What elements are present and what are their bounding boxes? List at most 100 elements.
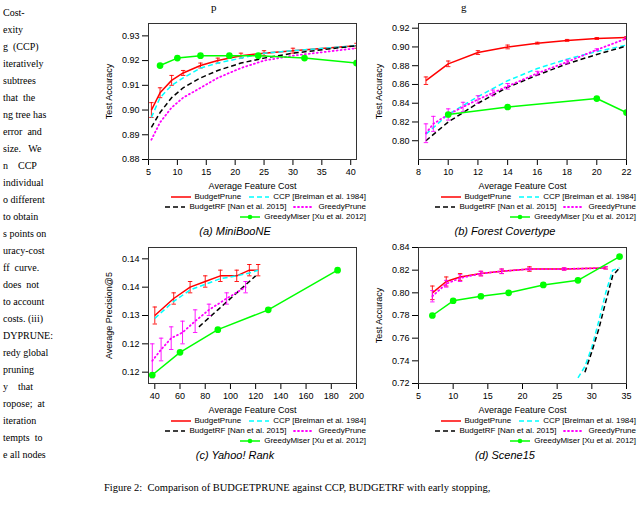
- svg-text:20: 20: [517, 391, 527, 401]
- svg-text:0.12: 0.12: [122, 367, 140, 377]
- svg-text:140: 140: [273, 391, 288, 401]
- svg-text:35: 35: [621, 391, 631, 401]
- svg-text:Average Precision@5: Average Precision@5: [104, 272, 114, 359]
- svg-text:0.88: 0.88: [392, 61, 410, 71]
- svg-text:10: 10: [172, 167, 182, 177]
- svg-text:18: 18: [562, 167, 572, 177]
- svg-text:25: 25: [552, 391, 562, 401]
- svg-text:0.82: 0.82: [392, 117, 410, 127]
- svg-text:12: 12: [473, 167, 483, 177]
- svg-text:0.90: 0.90: [122, 105, 140, 115]
- svg-text:0.80: 0.80: [392, 288, 410, 298]
- svg-text:15: 15: [483, 391, 493, 401]
- html-text:error and: error and: [3, 126, 42, 137]
- html-text:ff curve.: ff curve.: [3, 262, 40, 273]
- html-text:costs. (iii): costs. (iii): [3, 313, 43, 324]
- svg-text:0.91: 0.91: [122, 80, 140, 90]
- svg-text:8: 8: [416, 167, 421, 177]
- html-text:that the: that the: [3, 92, 36, 103]
- svg-text:0.78: 0.78: [392, 310, 410, 320]
- html-text:Figure 2: Comparison of BUDGET: Figure 2: Comparison of BUDGETPRUNE agai…: [104, 482, 491, 493]
- svg-text:0.92: 0.92: [122, 55, 140, 65]
- html-text:size. We: size. We: [3, 143, 42, 154]
- svg-text:0.84: 0.84: [392, 98, 410, 108]
- svg-text:0.88: 0.88: [122, 154, 140, 164]
- svg-text:Average Feature Cost: Average Feature Cost: [209, 405, 297, 415]
- svg-text:15: 15: [201, 167, 211, 177]
- svg-text:30: 30: [587, 391, 597, 401]
- html-text:tempts to: tempts to: [3, 432, 43, 443]
- svg-text:180: 180: [324, 391, 339, 401]
- svg-text:14: 14: [503, 167, 513, 177]
- html-text:redy global: redy global: [3, 347, 49, 358]
- svg-text:5: 5: [146, 167, 151, 177]
- svg-text:10: 10: [448, 391, 458, 401]
- html-text:to obtain: to obtain: [3, 211, 39, 222]
- html-text:(b) Forest Covertype: (b) Forest Covertype: [454, 225, 556, 237]
- svg-text:25: 25: [259, 167, 269, 177]
- svg-text:Test Accuracy: Test Accuracy: [374, 287, 384, 343]
- svg-text:30: 30: [288, 167, 298, 177]
- html-text:(d) Scene15: (d) Scene15: [475, 449, 535, 461]
- html-text:BudgetPrune: BudgetPrune: [194, 192, 242, 201]
- html-text:(a) MiniBooNE: (a) MiniBooNE: [199, 225, 271, 237]
- svg-text:0.92: 0.92: [392, 23, 410, 33]
- svg-text:80: 80: [200, 391, 210, 401]
- svg-text:0.80: 0.80: [392, 136, 410, 146]
- svg-text:0.76: 0.76: [392, 333, 410, 343]
- html-text:DYPRUNE:: DYPRUNE:: [3, 330, 53, 341]
- svg-text:0.93: 0.93: [122, 31, 140, 41]
- html-text:uracy-cost: uracy-cost: [3, 245, 45, 256]
- svg-text:200: 200: [349, 391, 364, 401]
- svg-text:35: 35: [317, 167, 327, 177]
- html-text:to account: to account: [3, 296, 45, 307]
- svg-text:0.89: 0.89: [122, 130, 140, 140]
- svg-text:Average Feature Cost: Average Feature Cost: [479, 181, 567, 191]
- svg-text:40: 40: [150, 391, 160, 401]
- svg-text:0.86: 0.86: [392, 79, 410, 89]
- svg-text:Average Feature Cost: Average Feature Cost: [209, 181, 297, 191]
- svg-text:20: 20: [230, 167, 240, 177]
- svg-text:0.84: 0.84: [392, 242, 410, 252]
- svg-text:0.14: 0.14: [122, 282, 140, 292]
- html-text:individual: individual: [3, 177, 44, 188]
- svg-text:Average Feature Cost: Average Feature Cost: [479, 405, 567, 415]
- html-text:Cost-: Cost-: [3, 7, 25, 18]
- svg-text:0.72: 0.72: [392, 378, 410, 388]
- svg-text:0.90: 0.90: [392, 42, 410, 52]
- html-text:ropose; at: ropose; at: [3, 398, 45, 409]
- html-text:does not: does not: [3, 279, 40, 290]
- html-text:n CCP: n CCP: [3, 160, 37, 171]
- svg-text:5: 5: [416, 391, 421, 401]
- html-text:iteration: iteration: [3, 415, 37, 426]
- svg-text:0.12: 0.12: [122, 339, 140, 349]
- svg-text:10: 10: [443, 167, 453, 177]
- html-text:y that: y that: [3, 381, 33, 392]
- html-text:pruning: pruning: [3, 364, 35, 375]
- svg-text:0.82: 0.82: [392, 265, 410, 275]
- svg-text:160: 160: [299, 391, 314, 401]
- svg-text:100: 100: [223, 391, 238, 401]
- html-text:CCP [Breiman et al. 1984]: CCP [Breiman et al. 1984]: [273, 192, 366, 201]
- svg-text:40: 40: [346, 167, 356, 177]
- html-text:s points on: s points on: [3, 228, 47, 239]
- svg-text:Test Accuracy: Test Accuracy: [104, 63, 114, 119]
- svg-text:22: 22: [621, 167, 631, 177]
- svg-text:0.74: 0.74: [392, 356, 410, 366]
- html-text:exity: exity: [3, 24, 23, 35]
- html-text:iteratively: iteratively: [3, 58, 44, 69]
- svg-text:16: 16: [532, 167, 542, 177]
- html-text:subtrees: subtrees: [3, 75, 36, 86]
- html-text:g (CCP): g (CCP): [3, 41, 39, 52]
- svg-text:20: 20: [592, 167, 602, 177]
- html-text:ng tree has: ng tree has: [3, 109, 47, 120]
- svg-text:Test Accuracy: Test Accuracy: [374, 63, 384, 119]
- svg-text:0.13: 0.13: [122, 310, 140, 320]
- html-text:BudgetRF [Nan et al. 2015]: BudgetRF [Nan et al. 2015]: [189, 202, 287, 211]
- svg-text:0.14: 0.14: [122, 254, 140, 264]
- svg-text:120: 120: [248, 391, 263, 401]
- svg-text:60: 60: [175, 391, 185, 401]
- html-text:o different: o different: [3, 194, 45, 205]
- html-text:(c) Yahoo! Rank: (c) Yahoo! Rank: [195, 449, 275, 461]
- html-text:e all nodes: e all nodes: [3, 449, 46, 460]
